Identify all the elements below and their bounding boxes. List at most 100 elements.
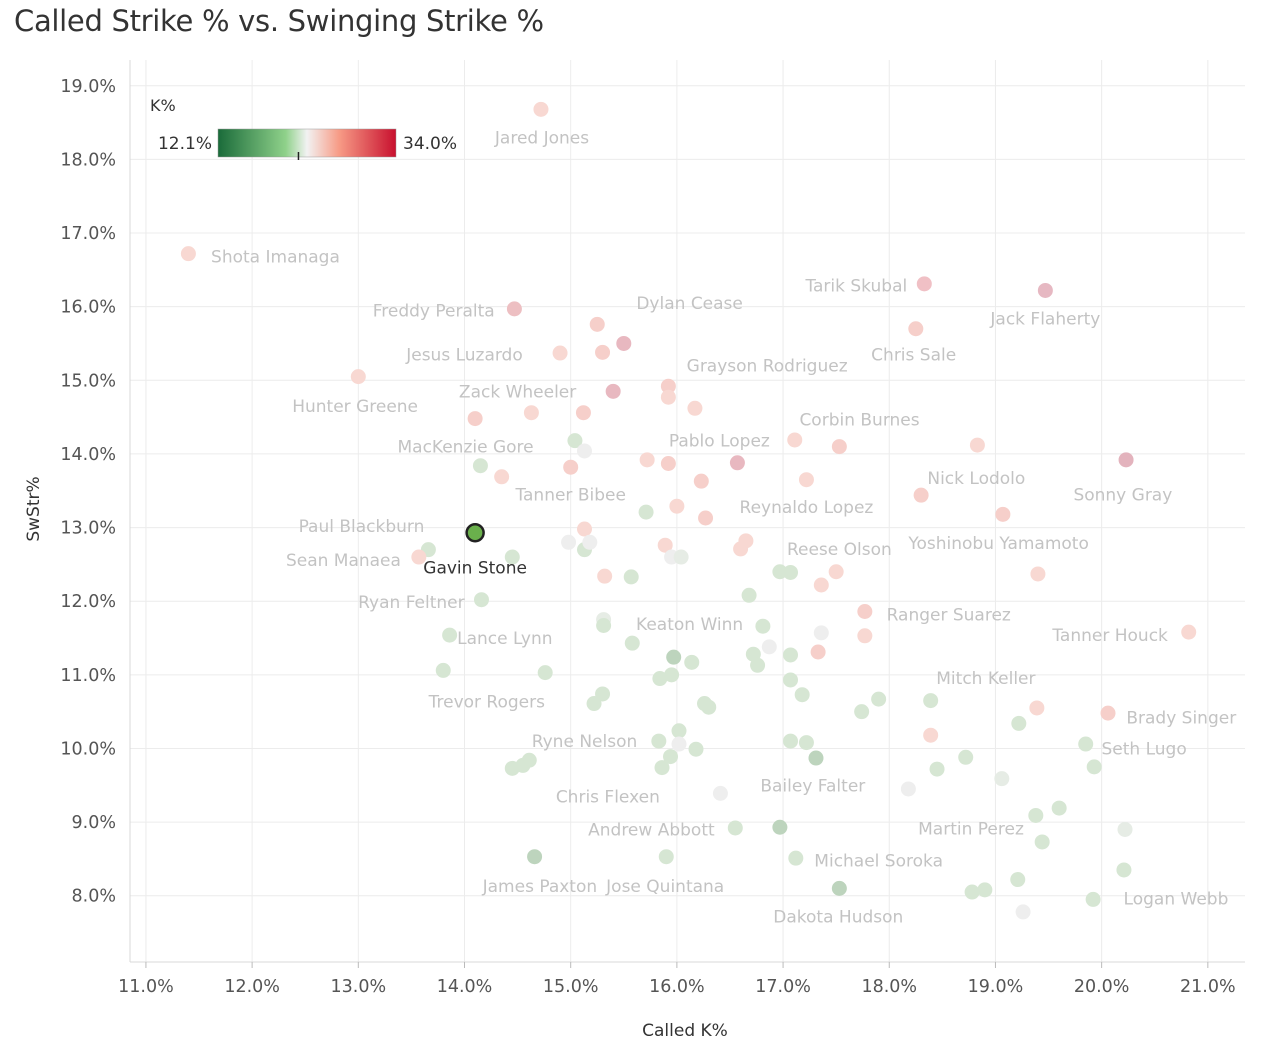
data-point[interactable] <box>1034 834 1050 850</box>
data-point[interactable] <box>664 667 680 683</box>
data-point[interactable] <box>671 723 687 739</box>
data-point[interactable] <box>595 686 611 702</box>
data-point[interactable] <box>552 345 568 361</box>
data-point[interactable] <box>772 819 788 835</box>
data-point[interactable] <box>831 880 847 896</box>
data-point[interactable] <box>787 432 803 448</box>
data-point[interactable] <box>586 696 602 712</box>
data-point[interactable] <box>663 749 679 765</box>
data-point[interactable] <box>994 771 1010 787</box>
data-point[interactable] <box>1100 705 1116 721</box>
data-point[interactable] <box>671 736 687 752</box>
data-point[interactable] <box>673 549 689 565</box>
data-point[interactable] <box>624 635 640 651</box>
data-point[interactable] <box>913 487 929 503</box>
data-point[interactable] <box>494 469 510 485</box>
data-point[interactable] <box>350 369 366 385</box>
data-point[interactable] <box>794 687 810 703</box>
data-point[interactable] <box>411 549 427 565</box>
data-point[interactable] <box>995 506 1011 522</box>
data-point[interactable] <box>623 569 639 585</box>
data-point[interactable] <box>527 849 543 865</box>
data-point[interactable] <box>701 699 717 715</box>
data-point[interactable] <box>693 473 709 489</box>
data-point[interactable] <box>575 405 591 421</box>
data-point[interactable] <box>473 592 489 608</box>
data-point[interactable] <box>467 411 483 427</box>
data-point[interactable] <box>576 443 592 459</box>
data-point[interactable] <box>733 541 749 557</box>
data-point[interactable] <box>916 276 932 292</box>
data-point[interactable] <box>657 537 673 553</box>
data-point[interactable] <box>669 498 685 514</box>
data-point[interactable] <box>871 691 887 707</box>
data-point[interactable] <box>783 564 799 580</box>
data-point[interactable] <box>180 246 196 262</box>
data-point[interactable] <box>666 649 682 665</box>
data-point[interactable] <box>435 662 451 678</box>
data-point[interactable] <box>698 510 714 526</box>
data-point[interactable] <box>561 534 577 550</box>
data-point[interactable] <box>660 389 676 405</box>
data-point[interactable] <box>712 785 728 801</box>
data-point[interactable] <box>589 316 605 332</box>
data-point[interactable] <box>798 472 814 488</box>
data-point[interactable] <box>597 568 613 584</box>
data-point[interactable] <box>1037 282 1053 298</box>
data-point[interactable] <box>1010 872 1026 888</box>
data-point[interactable] <box>813 577 829 593</box>
data-point[interactable] <box>605 383 621 399</box>
data-point[interactable] <box>828 564 844 580</box>
data-point[interactable] <box>810 644 826 660</box>
data-point[interactable] <box>658 849 674 865</box>
data-point[interactable] <box>1116 862 1132 878</box>
data-point[interactable] <box>652 671 668 687</box>
data-point[interactable] <box>788 850 804 866</box>
data-point[interactable] <box>660 378 676 394</box>
data-point[interactable] <box>504 549 520 565</box>
data-point[interactable] <box>964 884 980 900</box>
data-point[interactable] <box>651 733 667 749</box>
data-point[interactable] <box>854 704 870 720</box>
data-point[interactable] <box>783 733 799 749</box>
data-point[interactable] <box>808 750 824 766</box>
data-point[interactable] <box>755 618 771 634</box>
highlighted-point[interactable] <box>465 522 485 543</box>
data-point[interactable] <box>576 521 592 537</box>
data-point[interactable] <box>729 455 745 471</box>
data-point[interactable] <box>1015 904 1031 920</box>
data-point[interactable] <box>857 628 873 644</box>
data-point[interactable] <box>798 735 814 751</box>
data-point[interactable] <box>687 400 703 416</box>
data-point[interactable] <box>783 672 799 688</box>
data-point[interactable] <box>958 749 974 765</box>
data-point[interactable] <box>504 760 520 776</box>
data-point[interactable] <box>908 321 924 337</box>
data-point[interactable] <box>684 654 700 670</box>
data-point[interactable] <box>1011 715 1027 731</box>
data-point[interactable] <box>1086 759 1102 775</box>
data-point[interactable] <box>638 504 654 520</box>
data-point[interactable] <box>1085 891 1101 907</box>
data-point[interactable] <box>523 405 539 421</box>
data-point[interactable] <box>831 439 847 455</box>
data-point[interactable] <box>596 617 612 633</box>
data-point[interactable] <box>727 820 743 836</box>
data-point[interactable] <box>1118 452 1134 468</box>
data-point[interactable] <box>783 647 799 663</box>
data-point[interactable] <box>563 459 579 475</box>
data-point[interactable] <box>750 657 766 673</box>
data-point[interactable] <box>616 335 632 351</box>
data-point[interactable] <box>567 433 583 449</box>
data-point[interactable] <box>929 761 945 777</box>
data-point[interactable] <box>442 627 458 643</box>
data-point[interactable] <box>533 101 549 117</box>
data-point[interactable] <box>654 760 670 776</box>
data-point[interactable] <box>1078 736 1094 752</box>
data-point[interactable] <box>1029 700 1045 716</box>
data-point[interactable] <box>688 741 704 757</box>
data-point[interactable] <box>813 625 829 641</box>
data-point[interactable] <box>977 882 993 898</box>
data-point[interactable] <box>969 437 985 453</box>
data-point[interactable] <box>595 344 611 360</box>
